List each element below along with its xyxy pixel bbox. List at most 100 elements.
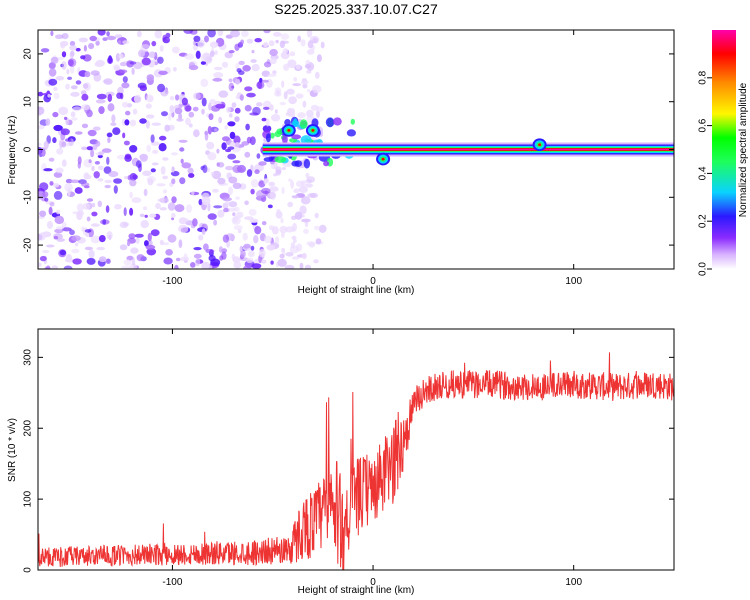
spectrogram-noise-blob: [226, 106, 231, 113]
spectrogram-noise-blob: [263, 106, 270, 110]
spectrogram-noise-blob: [106, 35, 117, 41]
spectrogram-noise-blob: [316, 110, 320, 118]
spectrogram-noise-blob: [129, 61, 137, 65]
spectrogram-noise-blob: [266, 244, 276, 251]
spectrogram-noise-blob: [249, 136, 256, 146]
spectrogram-noise-blob: [297, 112, 306, 119]
spectrogram-noise-blob: [315, 106, 324, 112]
spectrogram-noise-blob: [175, 257, 181, 262]
spectrogram-noise-blob: [64, 116, 68, 120]
spectrogram-noise-blob: [269, 104, 274, 111]
spectrogram-noise-blob: [299, 262, 304, 269]
spectrogram-noise-blob: [54, 215, 65, 225]
spectrogram-noise-blob: [127, 174, 132, 181]
spectrogram-noise-blob: [218, 246, 223, 253]
snr-panel: -100 0 100 0 100 200 300 Height of straight li…: [7, 328, 675, 596]
spectrogram-noise-blob: [189, 191, 200, 196]
spectrogram-noise-blob: [95, 40, 100, 46]
spectrogram-noise-blob: [125, 110, 131, 116]
spectrogram-noise-blob: [200, 78, 209, 88]
spectrogram-noise-blob: [131, 197, 142, 204]
spectrogram-noise-blob: [48, 157, 55, 162]
spectrogram-noise-blob: [132, 108, 138, 115]
spectrogram-noise-blob: [84, 71, 91, 78]
spectrogram-noise-blob: [70, 85, 78, 90]
spectrogram-noise-blob: [88, 43, 95, 50]
spectrogram-noise-blob: [261, 259, 267, 264]
spectrogram-noise-blob: [94, 161, 100, 165]
spectrogram-noise-blob: [158, 143, 167, 152]
spectrogram-noise-blob: [64, 182, 73, 192]
spectrogram-noise-blob: [55, 76, 65, 81]
spectrogram-noise-blob: [276, 208, 281, 214]
spectrogram-noise-blob: [129, 191, 133, 199]
spectrogram-noise-blob: [162, 175, 168, 180]
spectrogram-transition-blob: [333, 117, 342, 126]
spectrogram-noise-blob: [81, 93, 89, 101]
spectrogram-noise-blob: [263, 235, 272, 244]
spectrogram-noise-blob: [69, 229, 75, 236]
spectrogram-noise-blob: [299, 205, 307, 215]
spectrogram-noise-blob: [168, 112, 172, 121]
spectrogram-noise-blob: [162, 157, 169, 161]
spectrogram-noise-blob: [228, 201, 238, 208]
spectrogram-noise-blob: [86, 198, 94, 202]
spectrogram-noise-blob: [116, 92, 123, 99]
spectrogram-noise-blob: [146, 175, 156, 183]
spectrogram-transition-blob: [350, 118, 355, 125]
spectrogram-noise-blob: [254, 169, 260, 175]
spectrogram-noise-blob: [287, 59, 297, 68]
spectrogram-noise-blob: [209, 41, 219, 48]
spectrogram-noise-blob: [249, 112, 259, 116]
spectrogram-noise-blob: [313, 259, 319, 264]
spectrogram-noise-blob: [208, 113, 214, 121]
spectrogram-noise-blob: [208, 265, 213, 269]
spectrogram-noise-blob: [80, 55, 86, 60]
spectrogram-noise-blob: [233, 225, 243, 231]
spectrogram-noise-blob: [183, 253, 188, 261]
spectrogram-noise-blob: [65, 254, 72, 263]
spectrogram-noise-blob: [251, 263, 262, 269]
spectrogram-noise-blob: [165, 32, 171, 38]
spectrogram-noise-blob: [146, 74, 155, 81]
spectrogram-noise-blob: [279, 225, 288, 234]
spectrogram-noise-blob: [145, 244, 156, 250]
spectrogram-noise-blob: [179, 147, 185, 152]
colorbar-gradient: [712, 30, 736, 269]
spectrogram-noise-blob: [47, 94, 51, 98]
spectrogram-noise-blob: [217, 30, 224, 37]
spectrogram-noise-blob: [213, 205, 223, 209]
spectrogram-line-band: [262, 148, 674, 151]
spectrogram-noise-blob: [65, 83, 70, 90]
colorbar-tick-label: 0.8: [698, 70, 709, 84]
spectrogram-noise-blob: [105, 205, 110, 213]
spectrogram-noise-blob: [203, 243, 209, 251]
spectrogram-noise-blob: [235, 63, 240, 70]
spectrogram-noise-blob: [38, 234, 43, 241]
spectrogram-noise-blob: [157, 56, 164, 64]
spectrogram-noise-blob: [272, 70, 277, 75]
spectrogram-transition-blob: [300, 135, 312, 145]
spectrogram-noise-blob: [274, 109, 278, 114]
spectrogram-noise-blob: [119, 244, 128, 251]
spectrogram-noise-blob: [38, 146, 43, 155]
spectrogram-noise-blob: [188, 64, 199, 71]
spectrogram-noise-blob: [306, 49, 315, 55]
spectrogram-noise-blob: [207, 152, 217, 161]
spectrogram-noise-blob: [53, 190, 63, 200]
spectrogram-noise-blob: [89, 35, 97, 42]
spectrogram-noise-blob: [238, 70, 245, 75]
spectrogram-noise-blob: [116, 154, 126, 160]
spectrogram-xlabel: Height of straight line (km): [298, 285, 415, 296]
spectrogram-noise-blob: [224, 51, 233, 59]
spectrogram-noise-blob: [293, 77, 298, 82]
spectrogram-noise-blob: [232, 216, 239, 223]
spectrogram-noise-blob: [270, 191, 276, 200]
spectrogram-noise-blob: [43, 141, 49, 149]
spectrogram-noise-blob: [233, 206, 240, 212]
spectrogram-noise-blob: [263, 178, 268, 185]
spectrogram-noise-blob: [146, 144, 152, 153]
spectrogram-noise-blob: [218, 116, 223, 124]
